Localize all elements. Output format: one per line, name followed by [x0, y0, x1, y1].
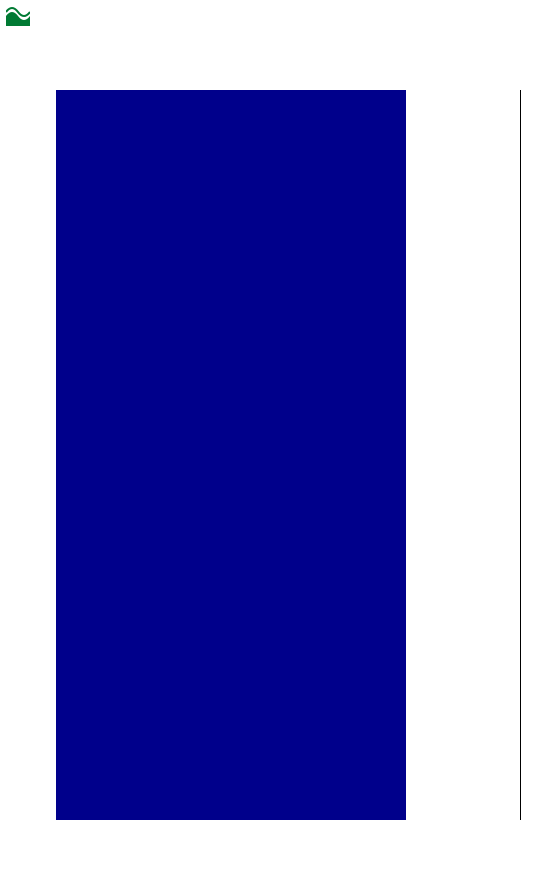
wave-icon: [6, 6, 30, 26]
waveform-column: [498, 90, 542, 820]
usgs-logo: [6, 6, 32, 26]
spectrogram-plot: [56, 90, 406, 820]
waveform-axis: [520, 90, 521, 820]
